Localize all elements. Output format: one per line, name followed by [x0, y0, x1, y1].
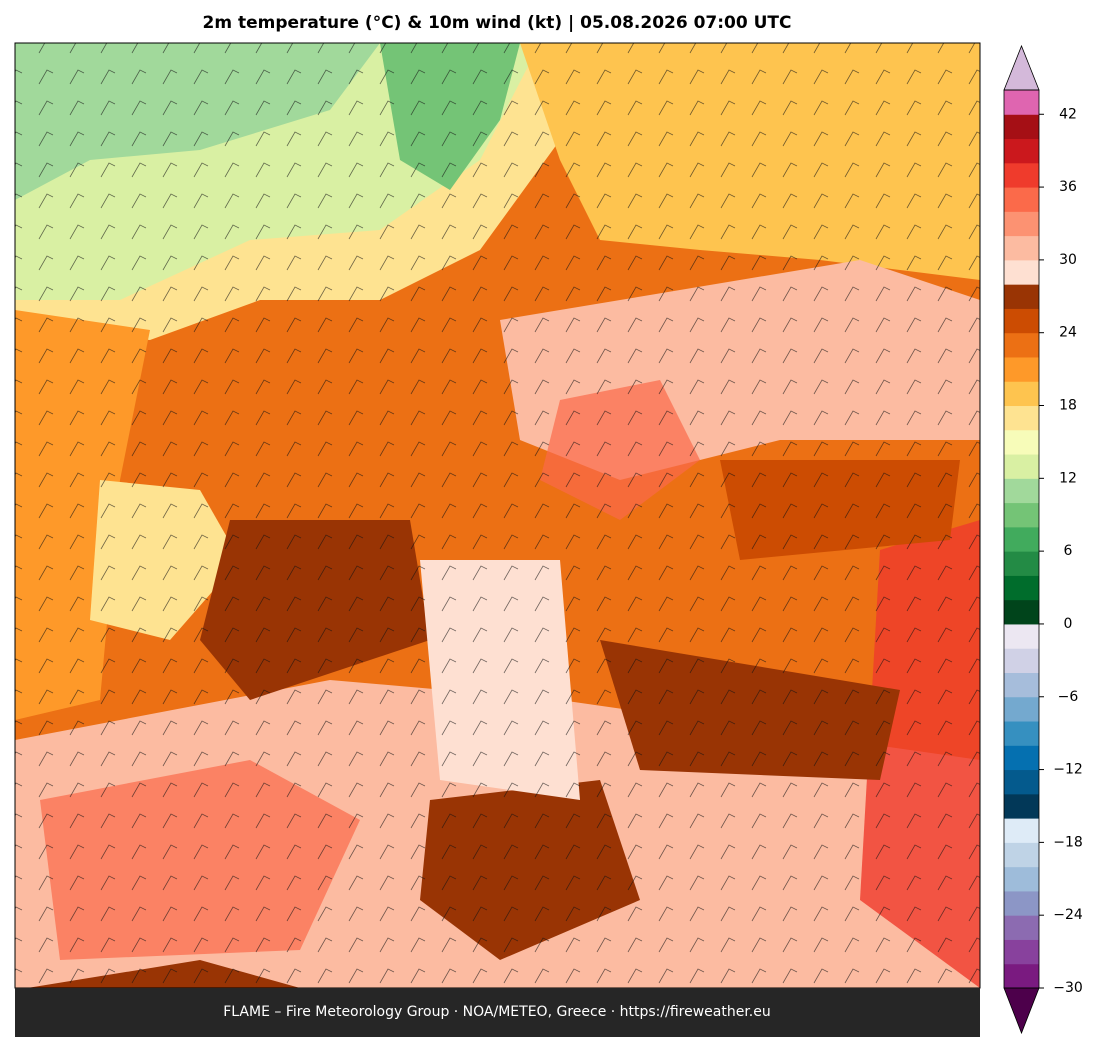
colorbar-tick-label: −30 [1053, 980, 1083, 996]
colorbar-tick-label: −12 [1053, 762, 1083, 778]
colorbar-bin [1004, 187, 1039, 212]
colorbar-bin [1004, 308, 1039, 334]
colorbar-bin [1004, 721, 1039, 746]
footer-bar [15, 988, 980, 1037]
colorbar: −30 −24 −18 −12 −6 0 6 12 18 24 30 36 42 [1003, 44, 1083, 1035]
colorbar-tick-label: 42 [1059, 106, 1077, 122]
colorbar-bin [1004, 405, 1039, 431]
colorbar-tick-label: −18 [1053, 834, 1083, 850]
colorbar-bin [1004, 818, 1039, 843]
colorbar-bin [1004, 769, 1039, 795]
colorbar-bin [1004, 551, 1039, 576]
colorbar-tick-label: −6 [1058, 689, 1079, 705]
colorbar-bin [1004, 356, 1039, 382]
colorbar-bin [1004, 939, 1039, 965]
colorbar-bin [1004, 114, 1039, 140]
colorbar-bin [1004, 284, 1039, 309]
colorbar-bin [1004, 90, 1039, 115]
colorbar-bin [1004, 138, 1039, 164]
colorbar-bin [1004, 211, 1039, 237]
colorbar-bin [1004, 575, 1039, 601]
colorbar-bin [1004, 526, 1039, 552]
colorbar-tick-label: 0 [1064, 616, 1073, 632]
colorbar-tick-label: 36 [1059, 179, 1077, 195]
colorbar-bin [1004, 599, 1039, 625]
colorbar-tick-label: 18 [1059, 398, 1077, 414]
colorbar-bin [1004, 454, 1039, 479]
colorbar-under [1003, 987, 1040, 1035]
colorbar-bin [1004, 623, 1039, 649]
colorbar-bin [1004, 478, 1039, 504]
colorbar-bin [1004, 915, 1039, 940]
colorbar-bin [1004, 259, 1039, 285]
footer-text: FLAME – Fire Meteorology Group · NOA/MET… [223, 1004, 771, 1020]
colorbar-bin [1004, 381, 1039, 407]
colorbar-tick-label: 30 [1059, 252, 1077, 268]
colorbar-bin [1004, 696, 1039, 722]
colorbar-bin [1004, 745, 1039, 771]
colorbar-frame [1003, 89, 1040, 989]
colorbar-bin [1004, 162, 1039, 188]
colorbar-bin [1004, 890, 1039, 916]
colorbar-bin [1004, 842, 1039, 868]
colorbar-bin [1004, 502, 1039, 528]
colorbar-bin [1004, 648, 1039, 673]
colorbar-bin [1004, 793, 1039, 819]
colorbar-tick-label: 12 [1059, 470, 1077, 486]
colorbar-tick-label: −24 [1053, 907, 1083, 923]
colorbar-bin [1004, 429, 1039, 455]
map [15, 43, 980, 988]
colorbar-bin [1004, 332, 1039, 358]
colorbar-tick-label: 6 [1064, 543, 1073, 559]
colorbar-tick-label: 24 [1059, 325, 1077, 341]
colorbar-bin [1004, 963, 1039, 989]
colorbar-bin [1004, 866, 1039, 892]
colorbar-bin [1004, 672, 1039, 698]
colorbar-over [1003, 44, 1040, 91]
colorbar-bin [1004, 235, 1039, 261]
map-title: 2m temperature (°C) & 10m wind (kt) | 05… [202, 13, 791, 33]
